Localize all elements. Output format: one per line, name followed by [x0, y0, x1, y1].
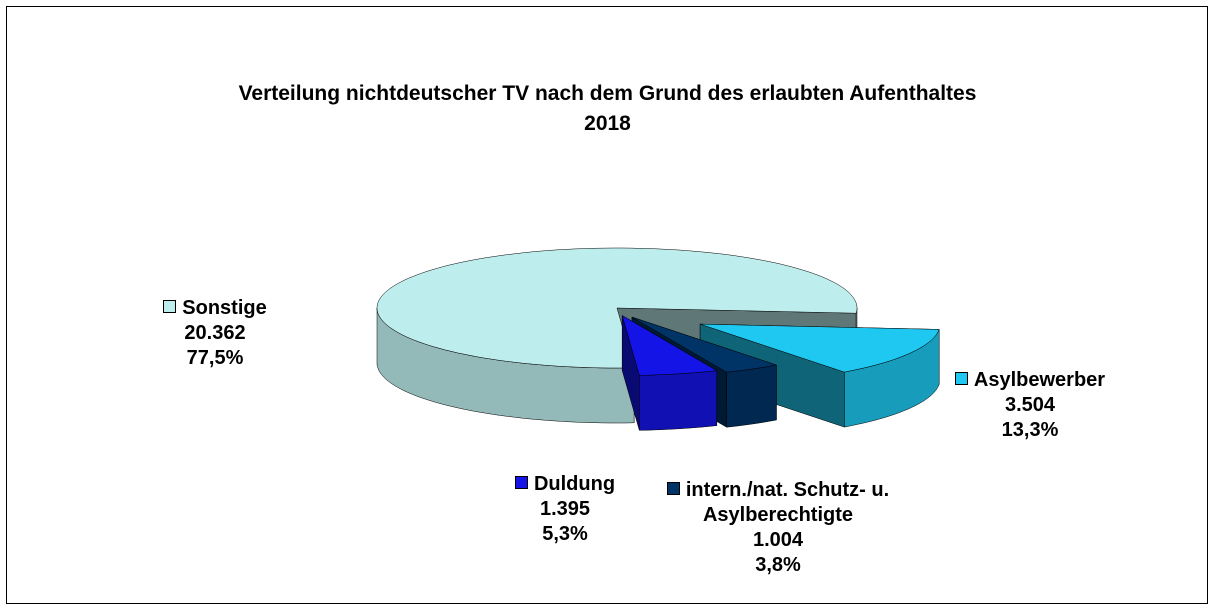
legend-marker: [666, 482, 680, 495]
chart-subtitle: 2018: [584, 112, 631, 135]
legend-marker: [514, 476, 528, 489]
share-label: 13,3%: [1001, 419, 1059, 441]
category-label: Sonstige: [182, 297, 267, 319]
value-label: 1.395: [539, 498, 591, 520]
value-label: 3.504: [1004, 394, 1056, 416]
share-label: 5,3%: [542, 523, 588, 545]
category-label: Asylbewerber: [973, 369, 1106, 391]
slice-side: [639, 370, 718, 431]
slice: [621, 314, 718, 376]
legend-marker: [163, 300, 177, 313]
slice: [376, 247, 858, 369]
value-label: 1.004: [752, 529, 804, 551]
label-name-line: intern./nat. Schutz- u. Asylberechtigte: [648, 478, 908, 528]
category-label: Duldung: [533, 473, 616, 495]
value-label: 20.362: [184, 322, 246, 344]
label-name-line: Sonstige: [130, 296, 300, 321]
legend-marker: [954, 372, 968, 385]
chart-title: Verteilung nichtdeutscher TV nach dem Gr…: [238, 82, 977, 105]
label-name-line: Asylbewerber: [935, 368, 1125, 393]
chart-frame: [6, 6, 1208, 604]
label-name-line: Duldung: [490, 472, 640, 497]
share-label: 3,8%: [755, 554, 801, 576]
data-label: Duldung 1.395 5,3%: [490, 472, 640, 547]
slice-side: [726, 364, 777, 428]
data-label: Sonstige 20.362 77,5%: [130, 296, 300, 371]
data-label: Asylbewerber 3.504 13,3%: [935, 368, 1125, 443]
data-label: intern./nat. Schutz- u. Asylberechtigte 1…: [648, 478, 908, 578]
share-label: 77,5%: [186, 347, 244, 369]
slice: [631, 316, 777, 373]
category-label: intern./nat. Schutz- u. Asylberechtigte: [685, 479, 890, 526]
slice: [700, 323, 940, 373]
